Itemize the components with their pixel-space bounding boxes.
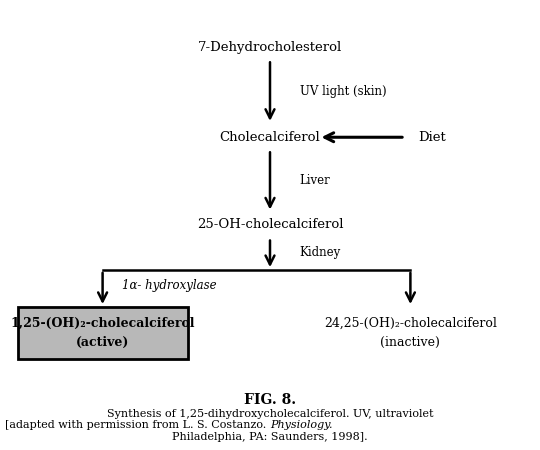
Text: (active): (active) — [76, 337, 129, 349]
Text: Diet: Diet — [418, 131, 446, 144]
Text: 1,25-(OH)₂-cholecalciferol: 1,25-(OH)₂-cholecalciferol — [10, 317, 195, 329]
Text: 25-OH-cholecalciferol: 25-OH-cholecalciferol — [197, 219, 343, 231]
Text: 7-Dehydrocholesterol: 7-Dehydrocholesterol — [198, 41, 342, 54]
FancyBboxPatch shape — [18, 307, 188, 359]
Text: 1α- hydroxylase: 1α- hydroxylase — [122, 279, 216, 292]
Text: 24,25-(OH)₂-cholecalciferol: 24,25-(OH)₂-cholecalciferol — [324, 317, 497, 329]
Text: Synthesis of 1,25-dihydroxycholecalciferol. UV, ultraviolet: Synthesis of 1,25-dihydroxycholecalcifer… — [107, 409, 433, 419]
Text: (inactive): (inactive) — [381, 337, 440, 349]
Text: Liver: Liver — [300, 174, 330, 186]
Text: Cholecalciferol: Cholecalciferol — [220, 131, 320, 144]
Text: UV light (skin): UV light (skin) — [300, 85, 386, 98]
Text: Kidney: Kidney — [300, 247, 341, 259]
Text: Philadelphia, PA: Saunders, 1998].: Philadelphia, PA: Saunders, 1998]. — [172, 432, 368, 441]
Text: FIG. 8.: FIG. 8. — [244, 393, 296, 408]
Text: Physiology.: Physiology. — [270, 420, 333, 430]
Text: [adapted with permission from L. S. Costanzo.: [adapted with permission from L. S. Cost… — [5, 420, 270, 430]
